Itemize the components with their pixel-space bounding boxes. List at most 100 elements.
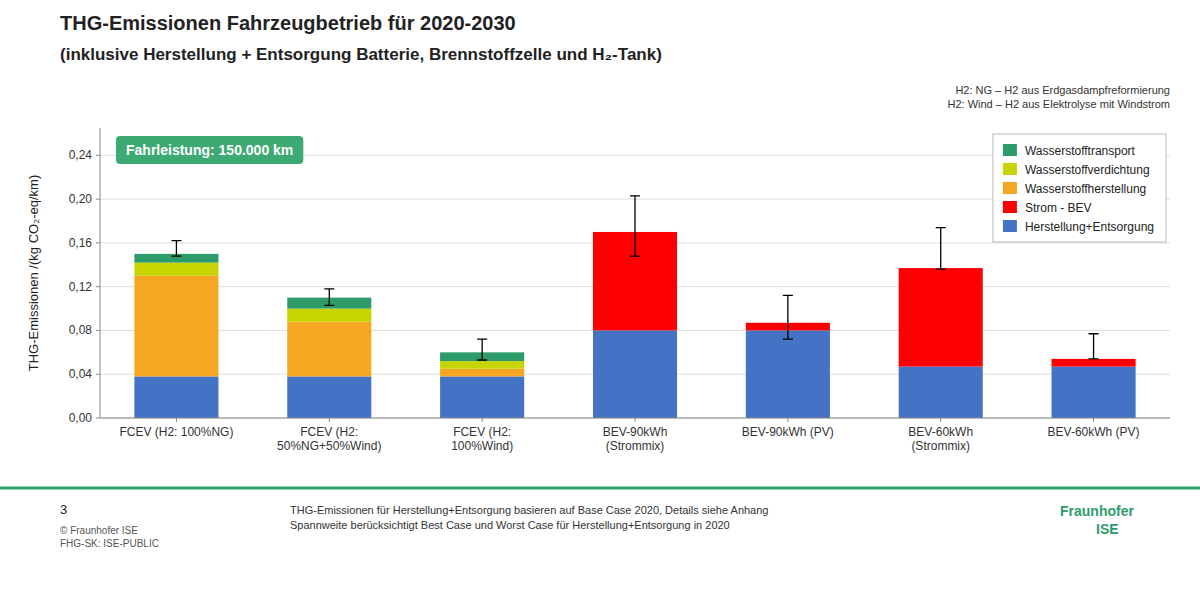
y-tick-label: 0,16 bbox=[69, 236, 93, 250]
error-bar bbox=[783, 295, 793, 339]
legend-label: Wasserstoffherstellung bbox=[1025, 182, 1146, 196]
title: THG-Emissionen Fahrzeugbetrieb für 2020-… bbox=[60, 12, 516, 34]
bar-segment bbox=[134, 376, 218, 418]
x-tick bbox=[329, 418, 330, 422]
y-tick bbox=[96, 418, 100, 419]
error-bar bbox=[171, 241, 181, 256]
text-line: 100%Wind) bbox=[451, 439, 513, 453]
page-number: 3 bbox=[60, 502, 67, 517]
bar-segment bbox=[287, 322, 371, 377]
x-tick bbox=[176, 418, 177, 422]
error-bar bbox=[936, 228, 946, 270]
error-bar-line bbox=[1089, 334, 1099, 359]
y-tick bbox=[96, 155, 100, 156]
text-line: THG-Emissionen für Herstellung+Entsorgun… bbox=[290, 504, 768, 516]
x-tick-label: BEV-90kWh(Strommix) bbox=[603, 425, 668, 453]
error-bar-line bbox=[783, 295, 793, 339]
x-tick-label: BEV-60kWh (PV) bbox=[1048, 425, 1140, 439]
legend-label: Wasserstoffverdichtung bbox=[1025, 163, 1150, 177]
x-tick bbox=[940, 418, 941, 422]
text-line: H2: NG – H2 aus Erdgasdampfreformierung bbox=[955, 84, 1170, 96]
error-bar-line bbox=[171, 241, 181, 256]
error-bar-line bbox=[936, 228, 946, 270]
series bbox=[134, 254, 524, 361]
y-tick-label: 0,00 bbox=[69, 411, 93, 425]
bar-segment bbox=[440, 376, 524, 418]
text-line: FCEV (H2: bbox=[300, 425, 358, 439]
x-tick-label: FCEV (H2:50%NG+50%Wind) bbox=[277, 425, 381, 453]
subtitle: (inklusive Herstellung + Entsorgung Batt… bbox=[60, 45, 662, 64]
text-line: BEV-90kWh (PV) bbox=[742, 425, 834, 439]
info-box-bg bbox=[116, 136, 303, 164]
y-axis: 0,000,040,080,120,160,200,24THG-Emission… bbox=[26, 128, 1170, 425]
error-bar bbox=[324, 289, 334, 305]
error-bar bbox=[630, 196, 640, 256]
footnote: H2: NG – H2 aus Erdgasdampfreformierung H… bbox=[947, 84, 1170, 110]
text-line: FCEV (H2: 100%NG) bbox=[119, 425, 233, 439]
y-tick-label: 0,04 bbox=[69, 367, 93, 381]
series bbox=[134, 276, 524, 377]
bar-segment bbox=[1052, 367, 1136, 418]
legend-box bbox=[993, 134, 1166, 242]
x-tick bbox=[482, 418, 483, 422]
info-box: Fahrleistung: 150.000 km bbox=[116, 136, 303, 164]
y-tick bbox=[96, 199, 100, 200]
text-line: 50%NG+50%Wind) bbox=[277, 439, 381, 453]
text-line: BEV-90kWh bbox=[603, 425, 668, 439]
error-bar-line bbox=[324, 289, 334, 305]
x-tick-label: FCEV (H2: 100%NG) bbox=[119, 425, 233, 439]
bars bbox=[134, 232, 1135, 418]
y-tick-label: 0,08 bbox=[69, 323, 93, 337]
bar-segment bbox=[287, 376, 371, 418]
x-tick-label: BEV-60kWh(Strommix) bbox=[908, 425, 973, 453]
bar-segment bbox=[899, 367, 983, 418]
legend-swatch bbox=[1003, 220, 1017, 232]
error-bars bbox=[171, 196, 1098, 360]
error-bar bbox=[1089, 334, 1099, 359]
bar-segment bbox=[1052, 359, 1136, 367]
bar-segment bbox=[134, 263, 218, 276]
x-tick-label: FCEV (H2:100%Wind) bbox=[451, 425, 513, 453]
x-tick bbox=[1093, 418, 1094, 422]
text-line: (Strommix) bbox=[606, 439, 665, 453]
y-axis-line bbox=[100, 128, 101, 418]
text-line: © Fraunhofer ISE bbox=[60, 525, 138, 536]
text-line: FHG-SK: ISE-PUBLIC bbox=[60, 538, 159, 549]
error-bar bbox=[477, 339, 487, 360]
legend-label: Wasserstofftransport bbox=[1025, 144, 1136, 158]
series bbox=[134, 263, 524, 369]
legend-swatch bbox=[1003, 201, 1017, 213]
bar-segment bbox=[134, 276, 218, 377]
copyright: © Fraunhofer ISE FHG-SK: ISE-PUBLIC bbox=[60, 525, 159, 549]
bar-segment bbox=[440, 369, 524, 377]
series bbox=[134, 330, 1135, 418]
bar-segment bbox=[440, 361, 524, 369]
y-tick-label: 0,20 bbox=[69, 192, 93, 206]
legend-label: Strom - BEV bbox=[1025, 201, 1092, 215]
bar-segment bbox=[593, 330, 677, 418]
bar-segment bbox=[899, 268, 983, 366]
x-tick-label: BEV-90kWh (PV) bbox=[742, 425, 834, 439]
error-bar-line bbox=[477, 339, 487, 360]
y-tick-label: 0,12 bbox=[69, 280, 93, 294]
y-tick-label: 0,24 bbox=[69, 148, 93, 162]
text-line: BEV-60kWh (PV) bbox=[1048, 425, 1140, 439]
text-line: (Strommix) bbox=[911, 439, 970, 453]
y-tick bbox=[96, 242, 100, 243]
legend-swatch bbox=[1003, 163, 1017, 175]
logo-text: ISE bbox=[1096, 521, 1119, 537]
y-tick bbox=[96, 330, 100, 331]
annotation: Fahrleistung: 150.000 km bbox=[126, 142, 293, 158]
error-bar-line bbox=[630, 196, 640, 256]
y-tick bbox=[96, 286, 100, 287]
legend-swatch bbox=[1003, 144, 1017, 156]
y-tick bbox=[96, 374, 100, 375]
logo-text: Fraunhofer bbox=[1060, 503, 1134, 519]
x-tick bbox=[635, 418, 636, 422]
legend: Wasserstofftransport Wasserstoffverdichtu… bbox=[993, 134, 1166, 242]
chart: THG-Emissionen Fahrzeugbetrieb für 2020-… bbox=[0, 0, 1200, 600]
text-line: H2: Wind – H2 aus Elektrolyse mit Windst… bbox=[947, 98, 1170, 110]
separator bbox=[0, 487, 1200, 490]
text-line: FCEV (H2: bbox=[453, 425, 511, 439]
x-axis: FCEV (H2: 100%NG)FCEV (H2:50%NG+50%Wind)… bbox=[100, 418, 1170, 453]
